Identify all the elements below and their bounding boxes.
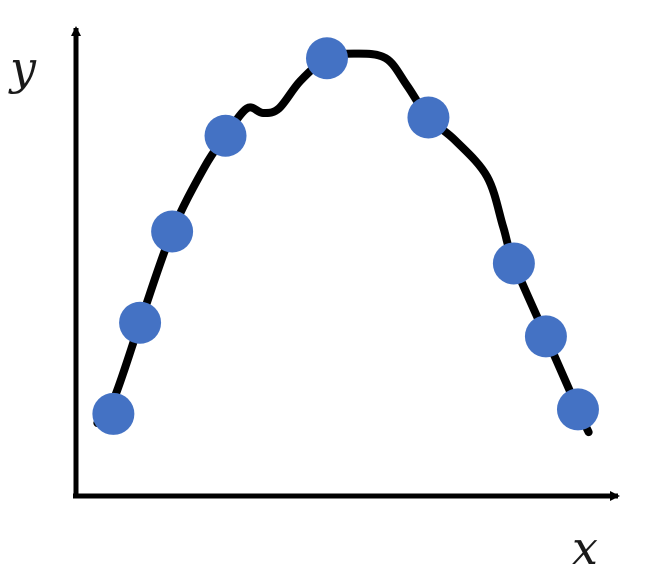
data-point-4 (204, 114, 247, 157)
data-point-7 (492, 242, 535, 285)
plot-area (92, 37, 599, 437)
data-point-1 (92, 392, 135, 435)
y-axis-label: y (8, 41, 37, 95)
data-point-5 (305, 37, 348, 80)
x-axis-label: x (572, 521, 598, 575)
data-point-6 (407, 96, 450, 139)
data-point-2 (119, 301, 162, 344)
data-point-9 (556, 388, 599, 431)
data-point-8 (524, 315, 567, 358)
data-point-3 (151, 210, 194, 253)
